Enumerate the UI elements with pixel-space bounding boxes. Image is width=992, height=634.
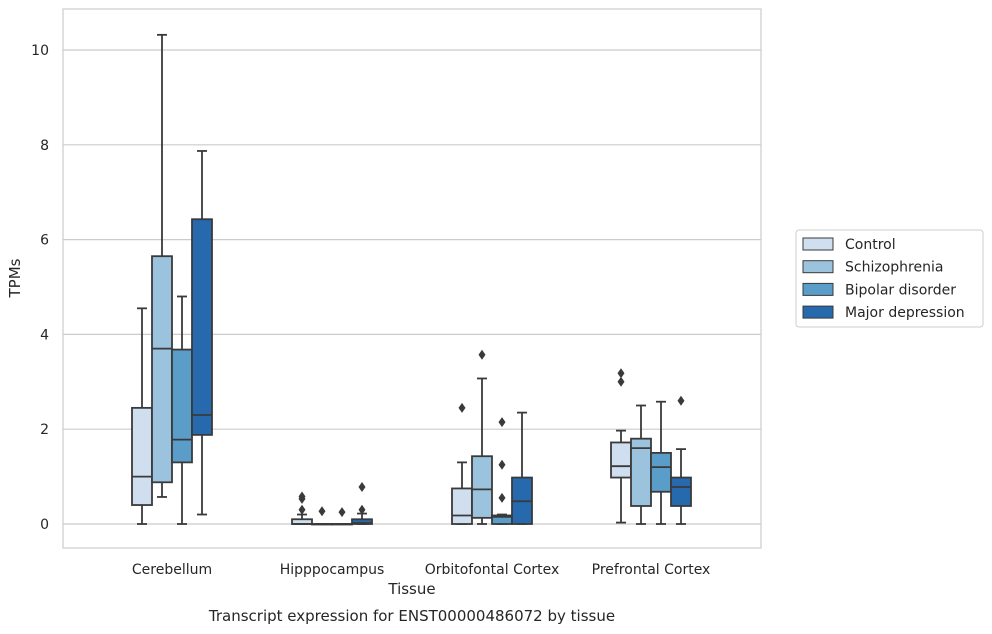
box-plot <box>151 33 173 498</box>
outlier-point <box>458 402 466 413</box>
outlier-point <box>298 491 306 502</box>
box-plot <box>311 506 333 526</box>
box <box>650 451 672 493</box>
box-plot <box>191 150 213 516</box>
outlier-point <box>358 504 366 515</box>
box-plot <box>630 404 652 525</box>
outlier-point <box>318 506 326 517</box>
y-tick-label: 0 <box>40 517 49 533</box>
legend: Control Schizophrenia Bipolar disorder Majo… <box>795 229 984 328</box>
plot-frame <box>62 8 762 549</box>
y-tick-label: 10 <box>31 43 49 59</box>
box <box>451 487 473 525</box>
legend-label: Bipolar disorder <box>845 282 956 298</box>
outlier-point <box>677 395 685 406</box>
box-plot <box>491 417 513 525</box>
box <box>610 441 632 479</box>
box-plot <box>131 307 153 525</box>
box-plot <box>451 402 473 525</box>
box-plots <box>131 33 692 526</box>
x-axis-label: Tissue <box>387 580 435 598</box>
outlier-point <box>617 376 625 387</box>
box-plot <box>351 482 373 525</box>
box-plot <box>610 368 632 524</box>
legend-frame <box>795 229 984 328</box>
x-tick-labels: Cerebellum Hipppocampus Orbitofontal Corte… <box>132 562 710 578</box>
y-axis-label: TPMs <box>6 258 24 298</box>
legend-swatch <box>802 305 834 319</box>
y-tick-labels: 0 2 4 6 8 10 <box>31 43 49 533</box>
box <box>471 455 493 519</box>
box <box>151 255 173 484</box>
outlier-point <box>358 482 366 493</box>
box-plot <box>471 349 493 525</box>
box-plot <box>291 491 313 525</box>
x-tick-label: Cerebellum <box>132 562 212 578</box>
x-tick-label: Hipppocampus <box>280 562 385 578</box>
box-plot <box>670 395 692 525</box>
chart-caption: Transcript expression for ENST0000048607… <box>208 607 615 625</box>
y-tick-label: 2 <box>40 422 49 438</box>
outlier-point <box>478 349 486 360</box>
y-tick-label: 6 <box>40 233 49 249</box>
y-tick-label: 4 <box>40 327 49 343</box>
outlier-point <box>338 507 346 518</box>
box-plot <box>331 507 353 526</box>
outlier-point <box>498 492 506 503</box>
outlier-point <box>617 368 625 379</box>
outlier-point <box>498 459 506 470</box>
outlier-point <box>498 417 506 428</box>
legend-label: Control <box>845 237 896 253</box>
box-plot <box>511 411 533 525</box>
box-plot <box>650 400 672 525</box>
box <box>171 348 193 464</box>
x-tick-label: Prefrontal Cortex <box>592 562 711 578</box>
box-plot <box>171 295 193 525</box>
box <box>670 476 692 507</box>
legend-swatch <box>802 282 834 296</box>
box <box>191 218 213 436</box>
legend-swatch <box>802 237 834 251</box>
legend-label: Major depression <box>845 305 965 321</box>
box <box>351 518 373 525</box>
x-tick-label: Orbitofontal Cortex <box>425 562 560 578</box>
box <box>131 406 153 506</box>
legend-swatch <box>802 260 834 274</box>
y-tick-label: 8 <box>40 138 49 154</box>
legend-label: Schizophrenia <box>845 260 943 276</box>
outlier-point <box>298 504 306 515</box>
